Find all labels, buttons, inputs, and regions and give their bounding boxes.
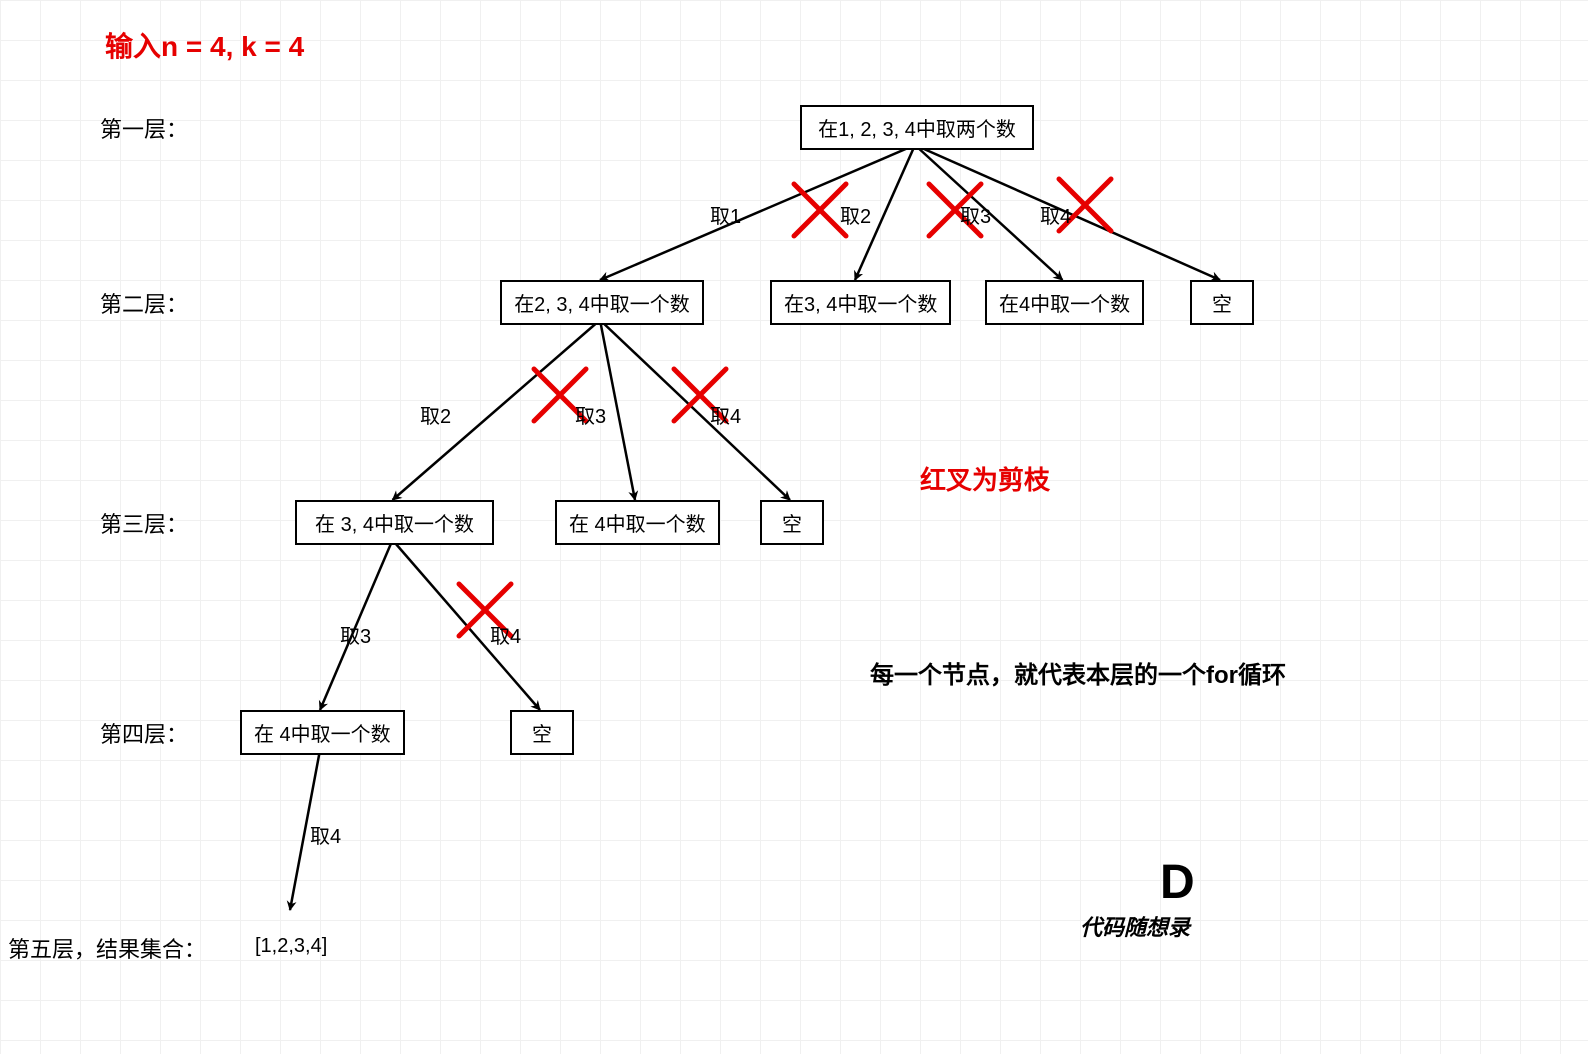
tree-node: 在 3, 4中取一个数	[295, 500, 494, 545]
edge-label: 取3	[960, 200, 991, 229]
edge-label: 取4	[310, 820, 341, 849]
pruning-note: 红叉为剪枝	[920, 460, 1050, 497]
layer-4-label: 第四层：	[100, 717, 188, 749]
tree-node: 在4中取一个数	[985, 280, 1144, 325]
layer-3-label: 第三层：	[100, 507, 188, 539]
edge-label: 取2	[840, 200, 871, 229]
layer-1-label: 第一层：	[100, 112, 188, 144]
tree-node: 空	[510, 710, 574, 755]
tree-node: 在2, 3, 4中取一个数	[500, 280, 704, 325]
input-title: 输入n = 4, k = 4	[105, 25, 304, 65]
edge-label: 取2	[420, 400, 451, 429]
layer-2-label: 第二层：	[100, 287, 188, 319]
edge-label: 取3	[575, 400, 606, 429]
diagram-canvas: 输入n = 4, k = 4 第一层： 第二层： 第三层： 第四层： 第五层，结…	[0, 0, 1588, 1054]
logo-text: 代码随想录	[1080, 910, 1190, 942]
tree-node: 在 4中取一个数	[555, 500, 720, 545]
tree-node: 空	[760, 500, 824, 545]
tree-node: 空	[1190, 280, 1254, 325]
edge-label: 取4	[710, 400, 741, 429]
tree-node: 在 4中取一个数	[240, 710, 405, 755]
tree-node: 在3, 4中取一个数	[770, 280, 951, 325]
tree-node: 在1, 2, 3, 4中取两个数	[800, 105, 1034, 150]
edge-label: 取1	[710, 200, 741, 229]
edge-label: 取4	[490, 620, 521, 649]
logo-d-icon: D	[1160, 855, 1195, 910]
edge-label: 取3	[340, 620, 371, 649]
result-set: [1,2,3,4]	[255, 935, 327, 958]
for-loop-note: 每一个节点，就代表本层的一个for循环	[870, 655, 1286, 690]
layer-5-label: 第五层，结果集合：	[8, 932, 206, 964]
edge-label: 取4	[1040, 200, 1071, 229]
